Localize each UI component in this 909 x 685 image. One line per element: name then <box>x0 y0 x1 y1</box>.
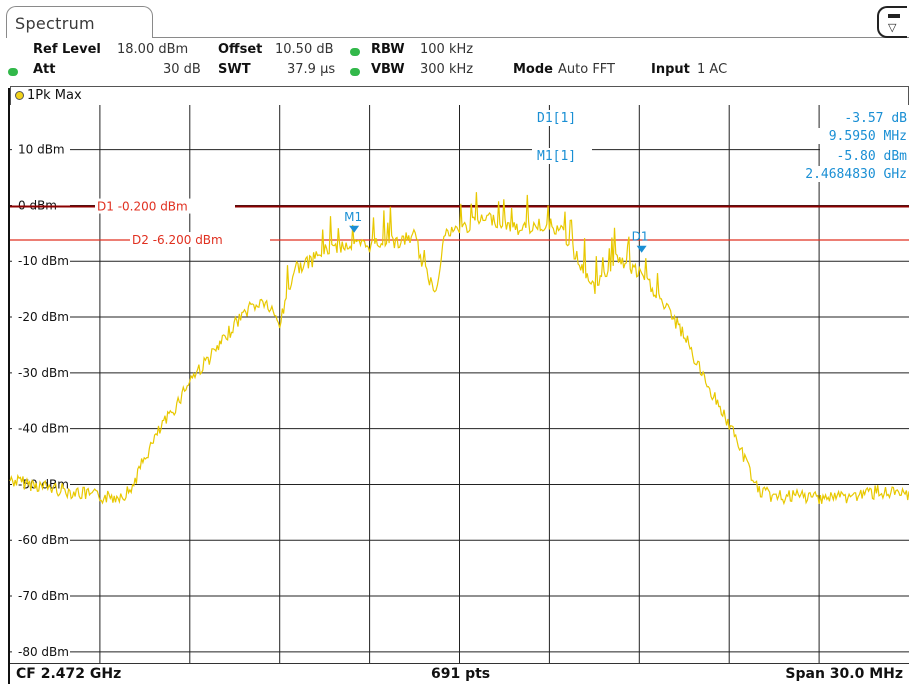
y-tick-bg <box>12 643 70 659</box>
limit-label-d2: D2 -6.200 dBm <box>132 233 223 247</box>
display-grid-icon <box>888 14 900 18</box>
offset-label: Offset <box>218 42 263 57</box>
ref-level-value: 18.00 dBm <box>117 42 189 57</box>
d1-value: -3.57 dB <box>844 111 907 126</box>
mode-label: Mode <box>513 62 553 77</box>
y-tick-label: 10 dBm <box>18 143 65 157</box>
marker-table-bg <box>532 110 592 126</box>
y-axis-labels: 10 dBm 0 dBm -10 dBm -20 dBm -30 dBm -40 dBm -… <box>12 141 70 659</box>
marker-d1-label: D1 <box>632 230 649 244</box>
input-label: Input <box>651 62 690 77</box>
y-tick-label: -20 dBm <box>18 310 69 324</box>
marker-table: D1[1] -3.57 dB 9.5950 MHz M1[1] -5.80 dB… <box>532 110 909 182</box>
marker-table-bg <box>800 128 909 144</box>
swt-value: 37.9 µs <box>287 62 336 77</box>
chevron-down-icon: ▽ <box>888 21 897 34</box>
marker-table-bg <box>760 166 909 182</box>
att-status-icon <box>8 68 18 76</box>
y-tick-bg <box>12 532 70 548</box>
tab-spectrum[interactable]: Spectrum <box>6 6 153 38</box>
offset-value: 10.50 dB <box>275 42 334 57</box>
y-tick-bg <box>12 588 70 604</box>
status-footer: CF 2.472 GHz 691 pts Span 30.0 MHz <box>10 663 909 685</box>
m1-label: M1[1] <box>537 149 576 164</box>
tab-bar: Spectrum ▽ <box>0 0 909 38</box>
d1-label: D1[1] <box>537 111 576 126</box>
mode-value: Auto FFT <box>558 62 615 77</box>
marker-m1-icon <box>349 225 360 233</box>
limit-lines: D1 -0.200 dBm D2 -6.200 dBm <box>10 198 909 248</box>
y-tick-bg <box>12 309 70 325</box>
plot-left-border <box>8 88 10 684</box>
tab-spectrum-label: Spectrum <box>15 14 95 33</box>
rbw-value: 100 kHz <box>420 42 474 57</box>
center-frequency: CF 2.472 GHz <box>16 666 122 682</box>
y-tick-label: 0 dBm <box>18 198 57 212</box>
tab-divider <box>153 37 909 38</box>
y-tick-bg <box>12 364 70 380</box>
input-value: 1 AC <box>697 62 728 77</box>
markers: M1 D1 <box>344 210 649 253</box>
y-tick-bg <box>12 141 70 157</box>
marker-d1-icon <box>636 245 647 253</box>
marker-m1-label: M1 <box>344 210 362 224</box>
d1-frequency: 9.5950 MHz <box>829 129 907 144</box>
sweep-points: 691 pts <box>431 666 491 682</box>
trace-1-line <box>9 192 909 506</box>
settings-panel: Ref Level 18.00 dBm Offset 10.50 dB RBW … <box>0 40 909 84</box>
y-tick-bg <box>12 253 70 269</box>
y-tick-bg <box>12 197 70 213</box>
y-tick-bg <box>12 420 70 436</box>
span-value: Span 30.0 MHz <box>785 666 903 682</box>
vbw-label: VBW <box>371 62 405 77</box>
plot-grid <box>10 105 909 663</box>
y-tick-label: -70 dBm <box>18 589 69 603</box>
limit-label-d1: D1 -0.200 dBm <box>97 200 188 214</box>
y-tick-label: -40 dBm <box>18 422 69 436</box>
y-tick-label: -60 dBm <box>18 533 69 547</box>
marker-table-bg <box>532 148 592 164</box>
swt-label: SWT <box>218 62 251 77</box>
limit-label-bg <box>95 198 235 214</box>
y-tick-label: -10 dBm <box>18 254 69 268</box>
m1-value: -5.80 dBm <box>837 149 908 164</box>
marker-table-bg <box>820 110 909 126</box>
m1-frequency: 2.4684830 GHz <box>805 167 907 182</box>
rbw-label: RBW <box>371 42 405 57</box>
trace-label: 1Pk Max <box>27 88 82 103</box>
y-tick-label: -30 dBm <box>18 366 69 380</box>
att-value: 30 dB <box>163 62 201 77</box>
vbw-status-icon <box>350 68 360 76</box>
y-tick-label: -80 dBm <box>18 645 69 659</box>
limit-label-bg <box>130 232 270 248</box>
att-label: Att <box>33 62 56 77</box>
marker-table-bg <box>820 148 909 164</box>
vbw-value: 300 kHz <box>420 62 474 77</box>
rbw-status-icon <box>350 48 360 56</box>
ref-level-label: Ref Level <box>33 42 101 57</box>
trace-color-icon <box>15 91 24 100</box>
display-config-button[interactable]: ▽ <box>877 6 907 38</box>
